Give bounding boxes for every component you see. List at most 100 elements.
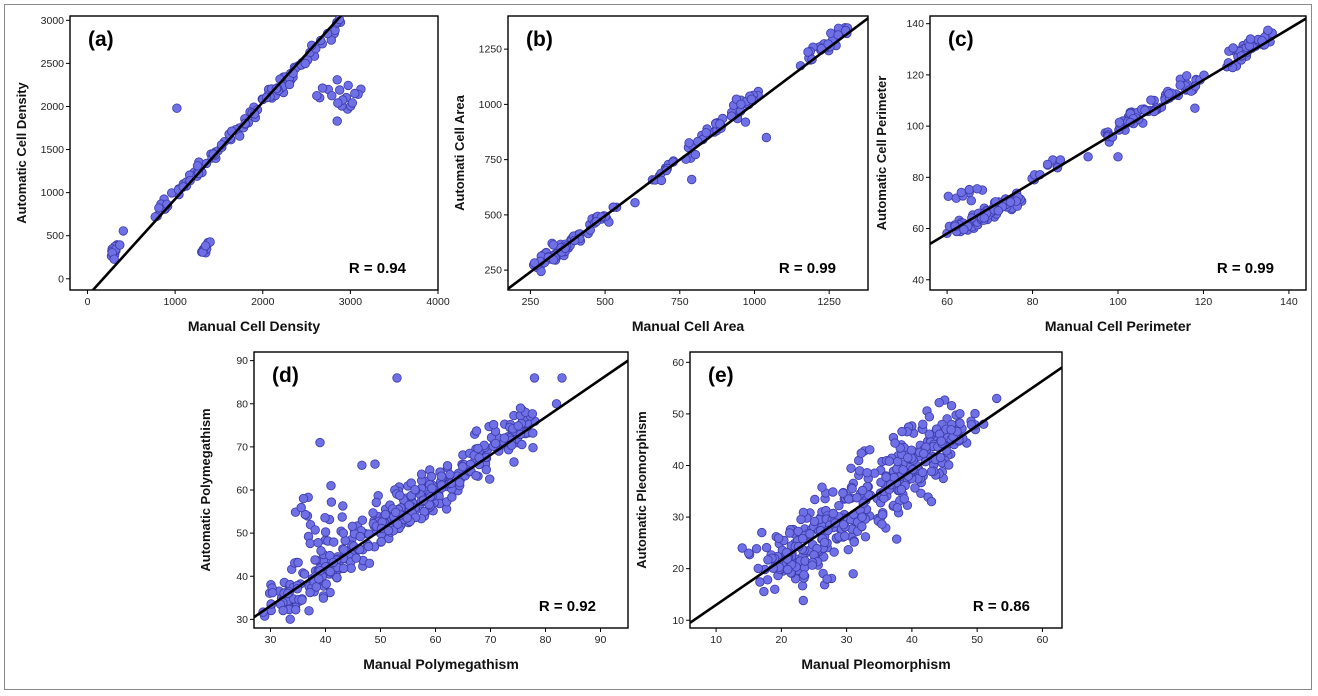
scatter-point xyxy=(897,426,907,437)
scatter-point xyxy=(701,127,711,138)
scatter-point xyxy=(445,469,455,480)
y-tick-label: 20 xyxy=(672,563,684,575)
scatter-point xyxy=(528,428,538,438)
scatter-point xyxy=(311,582,322,592)
x-tick-label: 1000 xyxy=(163,296,187,308)
x-tick-label: 1250 xyxy=(817,296,841,308)
scatter-point xyxy=(1146,95,1156,105)
scatter-point xyxy=(1181,71,1192,81)
scatter-point xyxy=(955,409,965,419)
scatter-point xyxy=(819,537,830,548)
panel-a-scatter: 0 1000 2000 3000 4000 0 500 1000 1500 2000 2500 300… xyxy=(14,15,450,334)
scatter-point xyxy=(473,443,483,454)
scatter-point xyxy=(761,132,772,143)
y-tick-label: 80 xyxy=(236,398,248,410)
scatter-point xyxy=(347,98,358,108)
scatter-point xyxy=(763,555,773,565)
scatter-point xyxy=(903,453,913,463)
y-tick-label: 1500 xyxy=(41,144,65,156)
scatter-point xyxy=(784,528,795,538)
scatter-point xyxy=(436,471,447,481)
scatter-point xyxy=(761,542,772,553)
scatter-point xyxy=(335,85,345,95)
scatter-point xyxy=(736,99,746,110)
scatter-point xyxy=(899,494,910,504)
y-tick-label: 500 xyxy=(46,230,64,242)
scatter-point xyxy=(809,516,820,527)
scatter-point xyxy=(343,80,353,91)
x-tick-label: 50 xyxy=(971,634,983,646)
x-tick-label: 140 xyxy=(1280,296,1298,308)
scatter-points-e xyxy=(737,393,1002,606)
y-tick-label: 60 xyxy=(672,357,684,369)
panel-c-scatter: 60 80 100 120 140 40 60 80 100 120 140 Manual Cell … xyxy=(874,15,1307,334)
scatter-point xyxy=(488,419,499,430)
x-axis-label-a: Manual Cell Density xyxy=(188,318,320,334)
scatter-point xyxy=(844,494,854,504)
scatter-point xyxy=(329,537,339,547)
y-tick-label: 2000 xyxy=(41,101,65,113)
y-tick-label: 80 xyxy=(912,172,924,184)
scatter-point xyxy=(316,546,326,556)
x-axis-label-b: Manual Cell Area xyxy=(632,318,745,334)
y-tick-label: 0 xyxy=(58,273,64,285)
y-tick-label: 250 xyxy=(484,265,502,277)
scatter-point xyxy=(364,558,375,569)
r-value-a: R = 0.94 xyxy=(349,260,407,277)
scatter-point xyxy=(305,587,315,598)
x-tick-label: 60 xyxy=(430,634,442,646)
scatter-point xyxy=(1042,159,1053,170)
plot-area-e xyxy=(689,351,1063,629)
x-tick-label: 40 xyxy=(320,634,332,646)
scatter-point xyxy=(517,439,527,450)
scatter-point xyxy=(392,373,402,383)
scatter-point xyxy=(944,460,954,470)
panel-label-e: (e) xyxy=(708,364,734,387)
scatter-point xyxy=(355,531,366,542)
panel-b-scatter: 250 500 750 1000 1250 250 500 750 1000 1250 Manual… xyxy=(452,15,869,334)
scatter-points-a xyxy=(106,16,366,264)
scatter-point xyxy=(847,484,857,494)
scatter-point xyxy=(910,483,920,493)
x-tick-label: 120 xyxy=(1195,296,1213,308)
y-tick-label: 1000 xyxy=(41,187,65,199)
x-tick-label: 60 xyxy=(1037,634,1049,646)
scatter-point xyxy=(278,605,288,616)
scatter-point xyxy=(856,448,867,458)
scatter-point xyxy=(865,445,875,455)
scatter-point xyxy=(513,421,523,431)
scatter-point xyxy=(551,399,562,409)
scatter-point xyxy=(926,466,937,477)
y-tick-label: 1000 xyxy=(479,99,503,111)
scatter-point xyxy=(762,575,773,585)
scatter-point xyxy=(312,90,322,101)
scatter-point xyxy=(838,488,848,498)
scatter-point xyxy=(442,461,453,471)
scatter-point xyxy=(972,184,982,194)
x-tick-label: 10 xyxy=(710,634,722,646)
scatter-point xyxy=(293,557,303,568)
x-axis-label-d: Manual Polymegathism xyxy=(363,656,519,672)
y-tick-label: 50 xyxy=(672,408,684,420)
scatter-point xyxy=(1175,80,1185,90)
scatter-point xyxy=(320,513,330,523)
scatter-point xyxy=(926,496,937,507)
scatter-point xyxy=(1114,117,1125,128)
scatter-point xyxy=(943,191,954,202)
y-tick-label: 1250 xyxy=(479,44,503,56)
scatter-point xyxy=(1263,25,1273,36)
scatter-point xyxy=(363,541,374,552)
y-tick-label: 2500 xyxy=(41,58,65,70)
scatter-point xyxy=(966,195,977,206)
scatter-point xyxy=(313,538,323,548)
x-tick-label: 80 xyxy=(540,634,552,646)
scatter-point xyxy=(338,528,349,538)
panel-label-d: (d) xyxy=(272,364,299,387)
scatter-point xyxy=(759,586,769,597)
scatter-point xyxy=(884,456,895,466)
scatter-point xyxy=(380,509,391,520)
scatter-point xyxy=(447,492,457,502)
scatter-point xyxy=(955,418,965,429)
scatter-point xyxy=(877,510,888,520)
fit-line-e xyxy=(690,366,1062,624)
